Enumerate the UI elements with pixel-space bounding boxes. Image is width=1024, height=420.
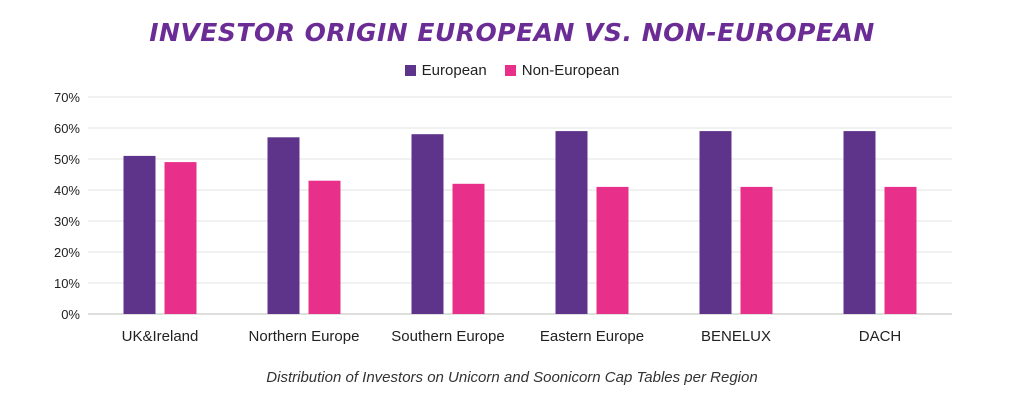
- bar-chart: 0% 10% 20% 30% 40% 50% 60% 70% UK&Ireland Norther…: [54, 90, 952, 345]
- y-tick-label: 70%: [54, 90, 80, 105]
- y-tick-label: 10%: [54, 276, 80, 291]
- bar-european: [411, 134, 444, 314]
- bar-european: [267, 137, 300, 314]
- y-tick-label: 20%: [54, 245, 80, 260]
- y-tick-label: 0%: [61, 307, 80, 322]
- bar-non-european: [740, 186, 773, 314]
- chart-legend: European Non-European: [0, 62, 1024, 79]
- legend-swatch-european: [404, 65, 416, 76]
- bar-european: [123, 155, 156, 314]
- y-tick-label: 30%: [54, 214, 80, 229]
- x-tick-label: Eastern Europe: [540, 328, 644, 345]
- legend-item-european: European: [404, 62, 487, 79]
- chart-title: INVESTOR ORIGIN EUROPEAN VS. NON-EUROPEA…: [149, 18, 875, 47]
- x-tick-label: DACH: [859, 328, 902, 345]
- x-tick-label: Northern Europe: [249, 328, 360, 345]
- bar-non-european: [164, 162, 197, 314]
- bar-european: [699, 131, 732, 314]
- y-tick-label: 60%: [54, 121, 80, 136]
- chart-caption: Distribution of Investors on Unicorn and…: [266, 369, 758, 386]
- y-tick-label: 40%: [54, 183, 80, 198]
- bar-non-european: [308, 180, 341, 314]
- legend-label-european: European: [421, 62, 487, 79]
- x-tick-label: UK&Ireland: [122, 328, 199, 345]
- bar-non-european: [596, 186, 629, 314]
- legend-swatch-non-european: [504, 65, 516, 76]
- bar-non-european: [884, 186, 917, 314]
- legend-label-non-european: Non-European: [521, 62, 620, 79]
- bar-european: [555, 131, 588, 314]
- x-tick-label: BENELUX: [701, 328, 771, 345]
- legend-item-non-european: Non-European: [504, 62, 620, 79]
- x-tick-label: Southern Europe: [391, 328, 504, 345]
- y-tick-label: 50%: [54, 152, 80, 167]
- bar-european: [843, 131, 876, 314]
- bar-non-european: [452, 183, 485, 314]
